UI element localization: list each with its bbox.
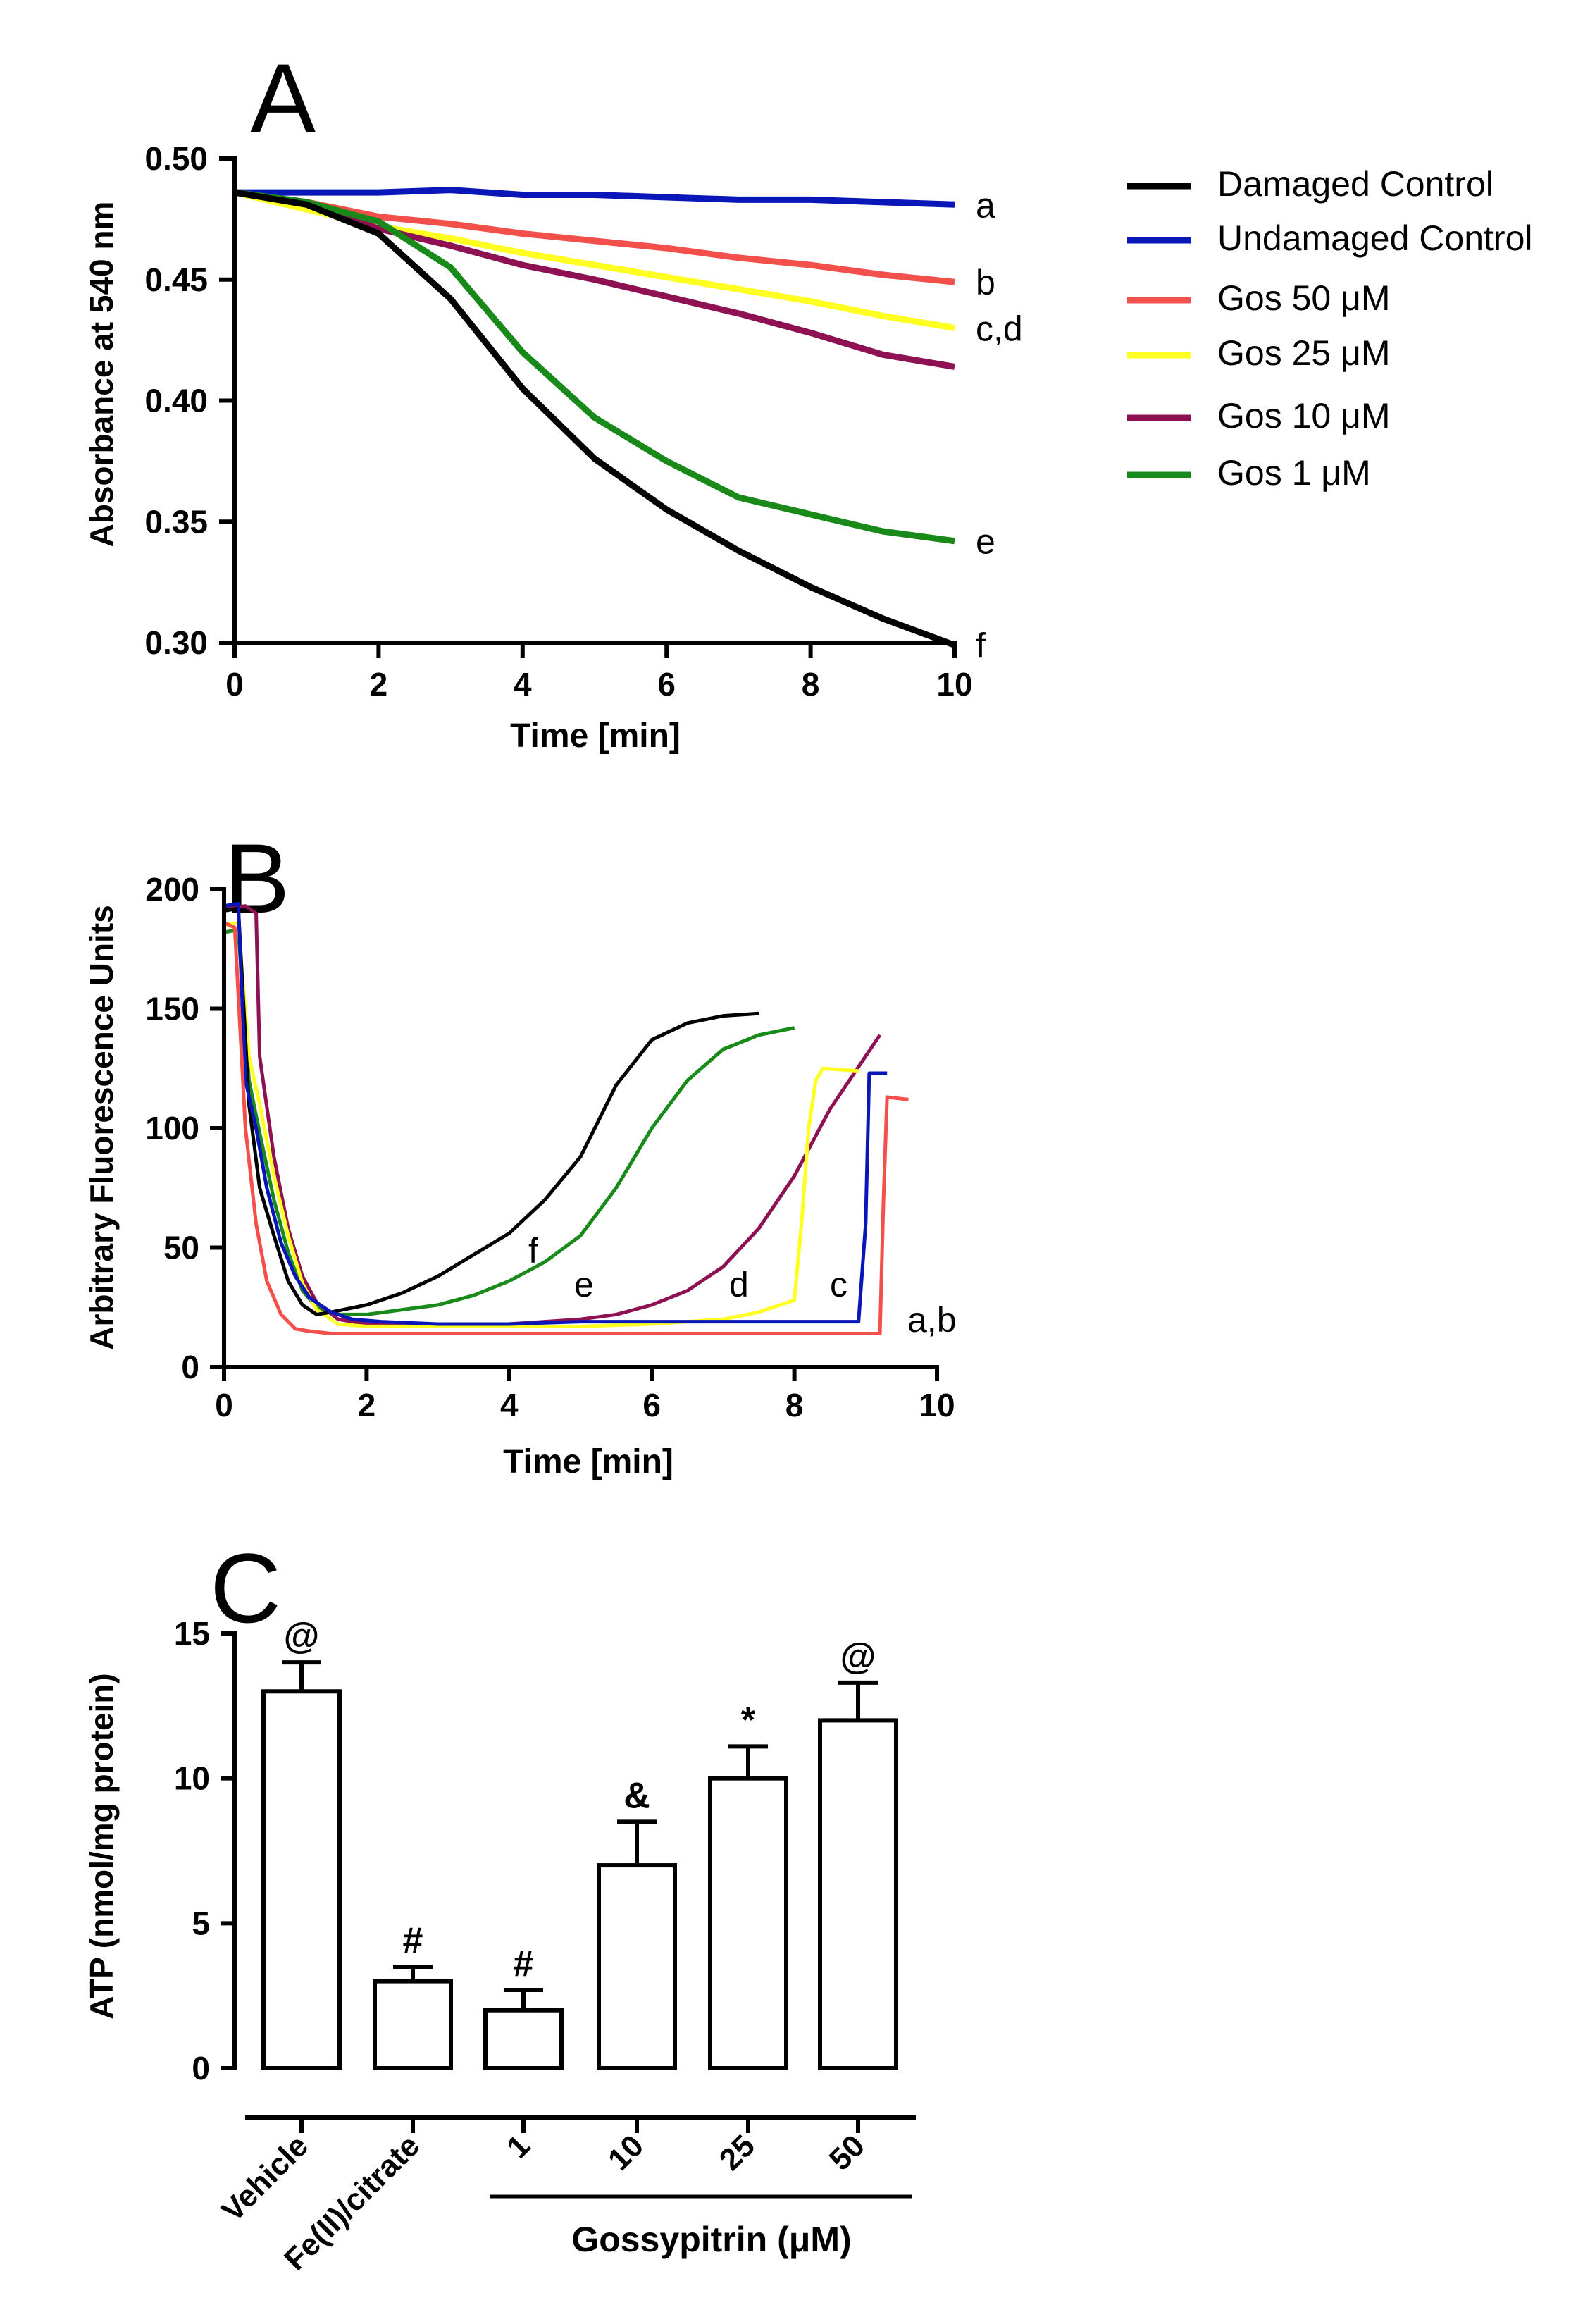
significance-annotation: * [741,1700,756,1741]
panel-b-y-tick-label: 150 [145,991,199,1027]
panel-a-y-tick-label: 0.45 [144,261,208,298]
panel-c-x-tick-label: 50 [823,2128,871,2177]
panel-b-y-tick-label: 100 [145,1110,199,1146]
bar-50 [818,1718,898,2070]
panel-a-x-tick-label: 0 [225,666,244,703]
panel-b-y-tick-label: 200 [145,871,199,908]
end-label-b: b [976,263,995,302]
panel-a-x-tick-label: 8 [802,666,820,703]
panel-a-x-tick-label: 2 [370,666,388,703]
panel-b-x-tick-label: 6 [642,1387,661,1423]
end-label-c-d: c,d [976,309,1023,348]
trace-label-a-b: a,b [907,1300,957,1340]
panel-a-y-tick-label: 0.40 [144,383,208,419]
panel-b-y-tick-label: 0 [181,1349,199,1385]
trace-gos-50-m [223,921,909,1336]
panel-b-x-tick-label: 10 [919,1387,955,1423]
panel-a-x-tick-label: 6 [657,666,676,703]
panel-c-y-axis-label: ATP (nmol/mg protein) [83,1673,120,2020]
panel-a-y-axis-label: Absorbance at 540 nm [83,202,120,548]
end-label-f: f [976,626,986,665]
panel-b-x-axis-label: Time [min] [503,1443,673,1481]
panel-b-y-tick-label: 50 [163,1230,199,1266]
panel-a-y-tick-label: 0.35 [144,503,208,540]
panel-c-x-tick-label: 25 [713,2128,762,2177]
trace-damaged-control [223,906,759,1316]
panel-a-line-chart: A ab c,d e f 0.30 0.35 0.40 0.45 0.50 0 2 4 6 8 10 Ab… [83,43,1533,755]
panel-b-x-tick-label: 2 [358,1387,376,1423]
significance-annotation: # [514,1943,534,1984]
significance-annotation: @ [840,1636,876,1677]
bar-25 [708,1776,788,2071]
series-line-gos-50-m [234,189,955,285]
legend-label-damaged-control: Damaged Control [1217,164,1494,204]
panel-b-y-axis-label: Arbitrary Fluorescence Units [83,905,120,1349]
legend-label-gos-10-m: Gos 10 μM [1217,396,1391,435]
panel-c-y-tick-label: 0 [192,2050,210,2087]
panel-c-y-tick-label: 15 [174,1615,210,1652]
panel-a-x-axis-label: Time [min] [510,717,681,755]
panel-a-legend: Damaged Control Undamaged Control Gos 50 μ… [1127,164,1533,493]
series-line-gos-10-m [234,189,955,370]
end-label-e: e [976,522,995,562]
panel-c-x-tick-label: Vehicle [215,2128,315,2228]
legend-label-gos-1-m: Gos 1 μM [1217,453,1371,493]
panel-b-x-tick-label: 0 [215,1387,233,1423]
bar-10 [597,1863,677,2070]
panel-a-y-tick-label: 0.50 [144,140,208,177]
trace-label-e: e [574,1265,594,1304]
panel-a-y-tick-label: 0.30 [144,624,208,661]
panel-c-x-tick-label: 1 [500,2128,537,2165]
legend-label-undamaged-control: Undamaged Control [1217,218,1533,258]
trace-gos-1-m [223,928,795,1316]
significance-annotation: # [403,1920,423,1961]
series-line-gos-1-m [234,189,955,545]
panel-a-x-tick-label: 4 [514,666,532,703]
trace-undamaged-control [223,901,888,1326]
legend-label-gos-25-m: Gos 25 μM [1217,333,1391,373]
bar-vehicle [261,1689,342,2070]
bar-1 [483,2008,564,2071]
panel-b-x-tick-label: 4 [500,1387,519,1423]
panel-c-y-tick-label: 5 [192,1905,210,1941]
trace-gos-25-m [223,920,859,1328]
significance-annotation: & [623,1775,650,1816]
trace-label-c: c [830,1265,847,1304]
trace-gos-10-m [223,904,882,1328]
panel-b-x-tick-label: 8 [786,1387,804,1423]
significance-annotation: @ [284,1616,320,1657]
panel-c-x-tick-label: 10 [602,2128,650,2177]
end-label-a: a [976,185,995,225]
panel-a-label: A [250,43,316,154]
panel-c-y-tick-label: 10 [174,1760,210,1797]
legend-label-gos-50-m: Gos 50 μM [1217,278,1391,318]
series-line-damaged-control [234,189,956,648]
trace-label-d: d [729,1265,749,1304]
panel-a-x-tick-label: 10 [936,666,972,703]
bar-fe-ii-citrate [373,1979,453,2071]
panel-c-label: C [210,1533,281,1643]
trace-label-f: f [528,1231,538,1271]
gossypitrin-group-label: Gossypitrin (μM) [571,2220,851,2259]
series-line-undamaged-control [235,187,955,208]
